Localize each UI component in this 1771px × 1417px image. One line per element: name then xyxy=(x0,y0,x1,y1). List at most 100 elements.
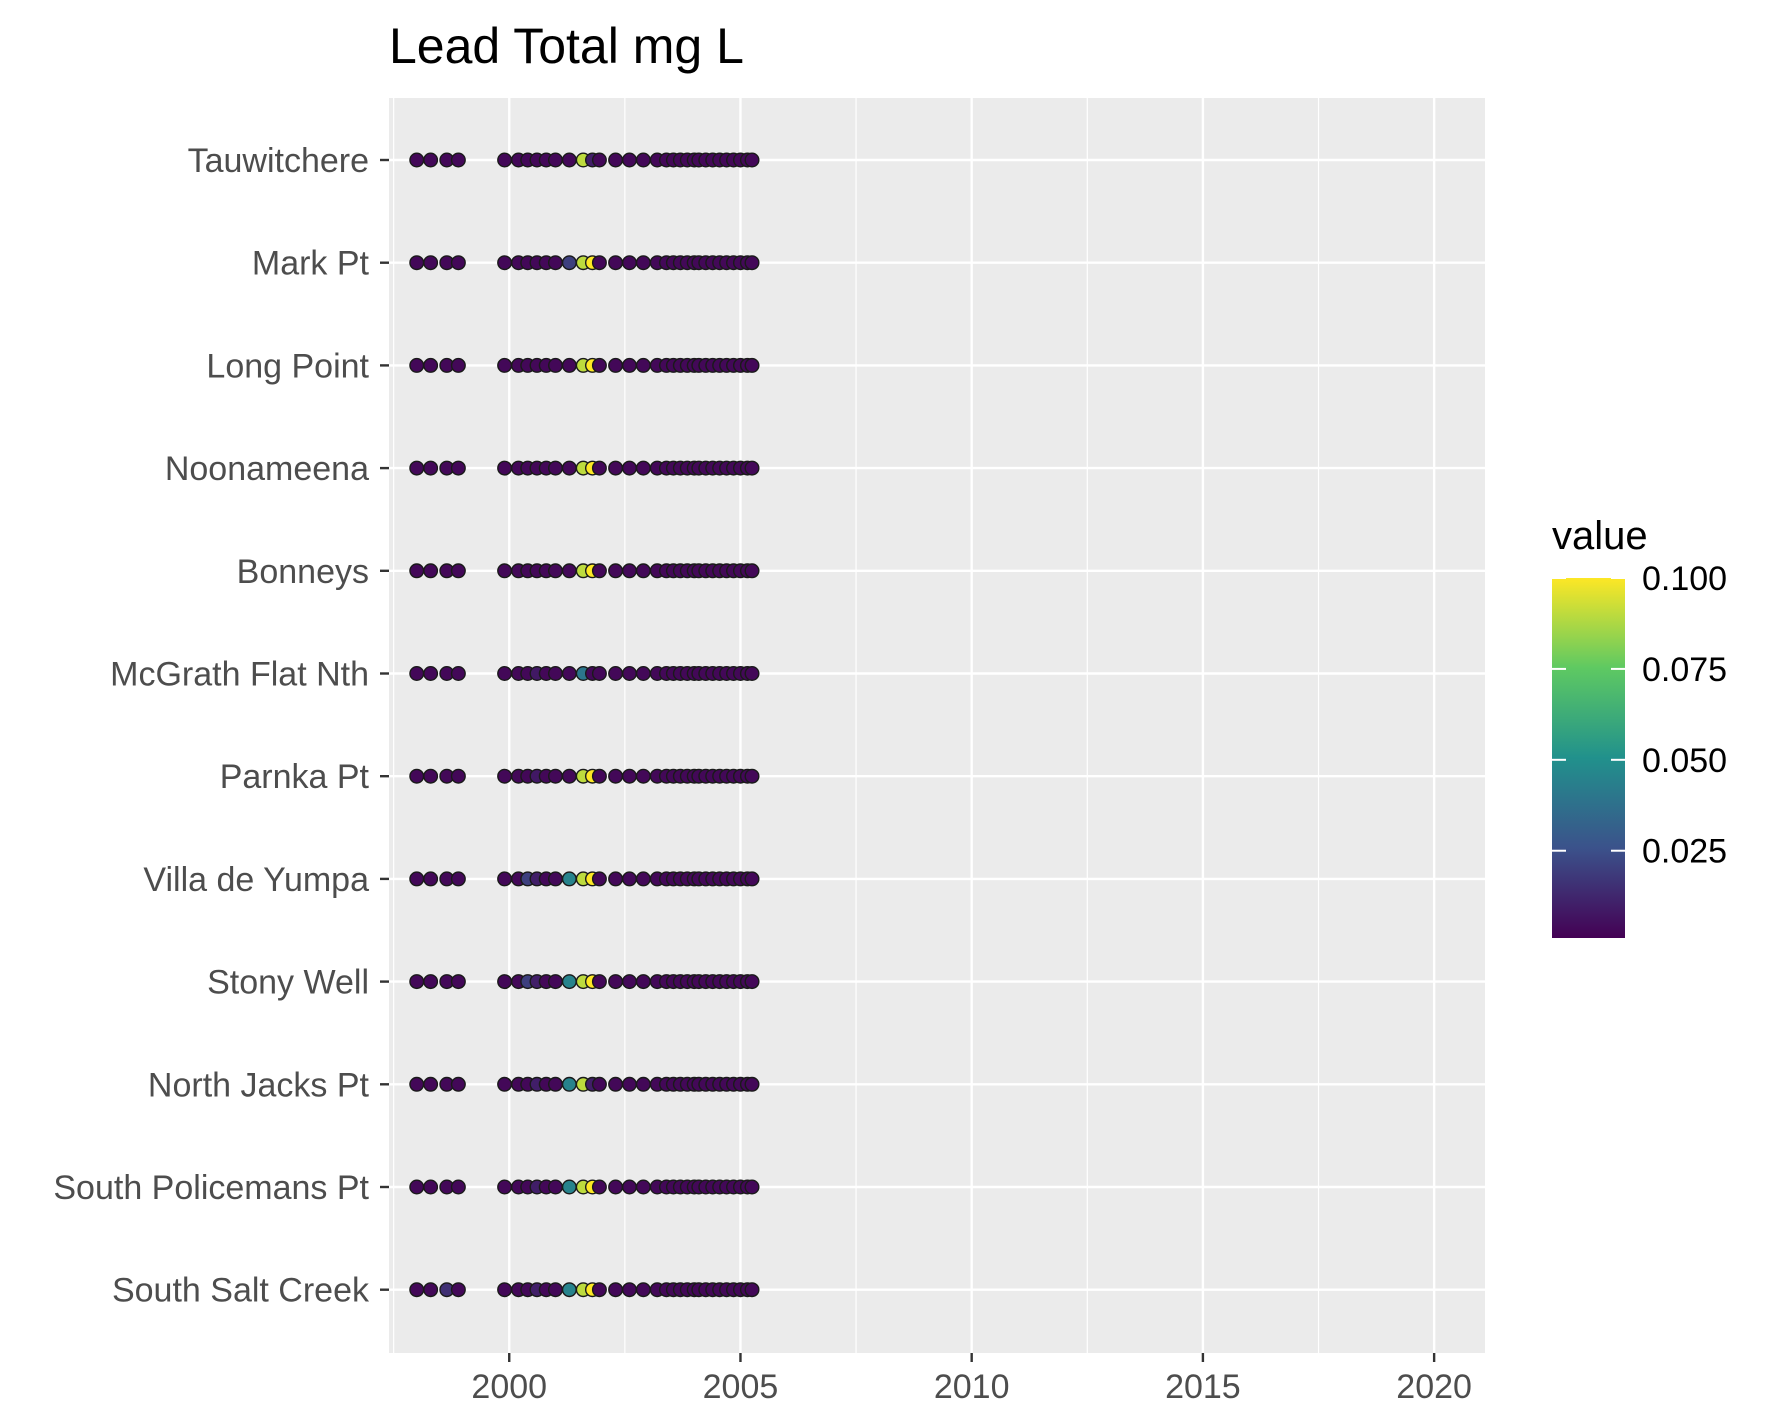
data-point xyxy=(635,255,651,271)
x-tick-label: 2000 xyxy=(471,1368,547,1406)
legend-tick-label: 0.075 xyxy=(1642,651,1727,689)
data-point xyxy=(635,460,651,476)
data-point xyxy=(635,357,651,373)
data-point xyxy=(561,460,577,476)
y-tick-label: McGrath Flat Nth xyxy=(110,656,369,694)
data-point xyxy=(591,974,607,990)
data-point xyxy=(591,152,607,168)
y-tick-label: Bonneys xyxy=(237,553,369,591)
data-point xyxy=(591,768,607,784)
data-point xyxy=(608,357,624,373)
data-point xyxy=(608,1282,624,1298)
data-point xyxy=(409,666,425,682)
data-point xyxy=(450,666,466,682)
data-point xyxy=(561,357,577,373)
data-point xyxy=(744,666,760,682)
data-point xyxy=(591,871,607,887)
legend-tick-label: 0.050 xyxy=(1642,742,1727,780)
data-point xyxy=(409,871,425,887)
data-point xyxy=(423,255,439,271)
plot-panel xyxy=(389,98,1485,1353)
data-point xyxy=(497,871,513,887)
legend-title: value xyxy=(1552,514,1648,558)
data-point xyxy=(744,1282,760,1298)
data-point xyxy=(423,974,439,990)
data-point xyxy=(450,974,466,990)
data-point xyxy=(547,1076,563,1092)
data-point xyxy=(744,768,760,784)
data-point xyxy=(547,974,563,990)
legend-tick-label: 0.100 xyxy=(1642,560,1727,598)
data-point xyxy=(497,768,513,784)
data-point xyxy=(635,768,651,784)
data-point xyxy=(591,357,607,373)
data-point xyxy=(591,460,607,476)
data-point xyxy=(423,357,439,373)
data-points xyxy=(409,152,760,1298)
y-tick-label: Stony Well xyxy=(207,964,369,1002)
data-point xyxy=(591,1076,607,1092)
y-tick-label: Mark Pt xyxy=(252,245,370,283)
data-point xyxy=(744,1179,760,1195)
data-point xyxy=(547,666,563,682)
x-tick-label: 2005 xyxy=(703,1368,779,1406)
data-point xyxy=(621,768,637,784)
data-point xyxy=(591,1179,607,1195)
data-point xyxy=(608,871,624,887)
data-point xyxy=(635,871,651,887)
y-tick-label: Noonameena xyxy=(165,450,369,488)
x-axis: 2000 2005 2010 2015 2020 xyxy=(471,1353,1472,1406)
data-point xyxy=(547,1179,563,1195)
data-point xyxy=(409,1282,425,1298)
data-point xyxy=(450,1282,466,1298)
data-point xyxy=(423,460,439,476)
data-point xyxy=(608,1076,624,1092)
y-tick-label: North Jacks Pt xyxy=(148,1066,370,1104)
data-point xyxy=(497,666,513,682)
data-point xyxy=(423,152,439,168)
data-point xyxy=(744,871,760,887)
data-point xyxy=(621,1282,637,1298)
data-point xyxy=(635,1076,651,1092)
y-axis: Tauwitchere Mark Pt Long Point Noonameena Bo… xyxy=(53,142,389,1310)
legend: value 0.025 0.050 0.075 0.100 xyxy=(1552,514,1727,938)
data-point xyxy=(561,152,577,168)
y-tick-label: South Policemans Pt xyxy=(53,1169,369,1207)
data-point xyxy=(591,563,607,579)
data-point xyxy=(497,1076,513,1092)
y-tick-label: Villa de Yumpa xyxy=(143,861,369,899)
data-point xyxy=(561,1179,577,1195)
data-point xyxy=(591,1282,607,1298)
data-point xyxy=(409,563,425,579)
x-tick-label: 2010 xyxy=(934,1368,1010,1406)
data-point xyxy=(744,152,760,168)
data-point xyxy=(561,768,577,784)
data-point xyxy=(635,666,651,682)
data-point xyxy=(635,563,651,579)
data-point xyxy=(497,357,513,373)
data-point xyxy=(608,666,624,682)
data-point xyxy=(423,1282,439,1298)
data-point xyxy=(744,460,760,476)
data-point xyxy=(450,152,466,168)
data-point xyxy=(497,974,513,990)
data-point xyxy=(409,1179,425,1195)
data-point xyxy=(547,768,563,784)
data-point xyxy=(450,1179,466,1195)
data-point xyxy=(608,255,624,271)
data-point xyxy=(561,563,577,579)
data-point xyxy=(621,1179,637,1195)
data-point xyxy=(497,1179,513,1195)
data-point xyxy=(608,563,624,579)
data-point xyxy=(621,1076,637,1092)
data-point xyxy=(450,357,466,373)
data-point xyxy=(450,563,466,579)
data-point xyxy=(450,768,466,784)
data-point xyxy=(547,563,563,579)
data-point xyxy=(621,563,637,579)
data-point xyxy=(547,255,563,271)
data-point xyxy=(409,152,425,168)
data-point xyxy=(635,1179,651,1195)
data-point xyxy=(547,1282,563,1298)
x-tick-label: 2015 xyxy=(1165,1368,1241,1406)
